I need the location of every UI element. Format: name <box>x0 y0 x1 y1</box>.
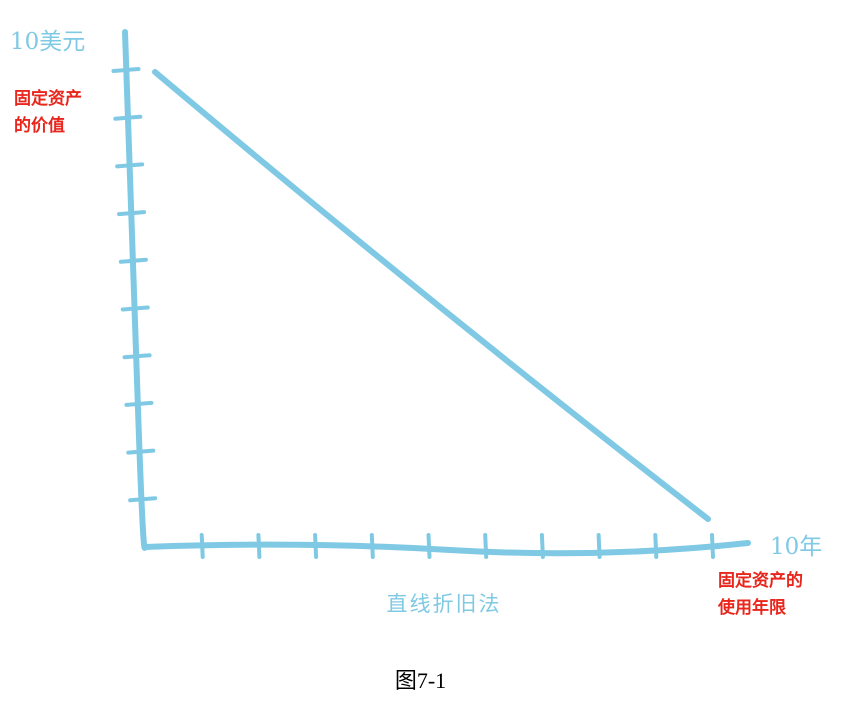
x-tick <box>596 533 602 559</box>
tick-marks <box>111 67 715 559</box>
y-tick <box>122 353 152 360</box>
x-tick <box>369 533 375 559</box>
x-axis-description-line2: 使用年限 <box>718 598 786 618</box>
chart-title: 直线折旧法 <box>387 592 502 616</box>
y-axis-line <box>122 29 148 551</box>
x-tick <box>653 533 659 559</box>
y-axis-description-line1: 固定资产 <box>14 89 82 109</box>
x-axis-description: 固定资产的 使用年限 <box>718 568 838 622</box>
y-tick <box>111 67 141 73</box>
y-axis-description: 固定资产 的价值 <box>14 86 106 140</box>
y-axis-end-label: 10美元 <box>10 29 85 55</box>
y-tick <box>115 162 145 169</box>
y-tick <box>126 448 156 455</box>
x-tick <box>710 533 715 559</box>
x-tick <box>483 533 489 559</box>
y-tick <box>124 400 154 407</box>
y-tick <box>117 210 147 217</box>
x-tick <box>426 533 432 559</box>
depreciation-line <box>152 69 711 522</box>
x-tick <box>539 533 545 559</box>
y-tick <box>120 305 150 312</box>
x-tick <box>199 533 205 559</box>
y-axis-description-line2: 的价值 <box>14 116 65 136</box>
x-axis-end-label: 10年 <box>770 534 822 560</box>
y-tick <box>118 257 148 264</box>
x-axis-description-line1: 固定资产的 <box>718 571 803 591</box>
y-tick <box>113 114 143 121</box>
y-tick <box>128 496 158 503</box>
figure-caption: 图7-1 <box>394 668 447 693</box>
x-tick <box>256 533 262 559</box>
x-tick <box>313 533 319 559</box>
